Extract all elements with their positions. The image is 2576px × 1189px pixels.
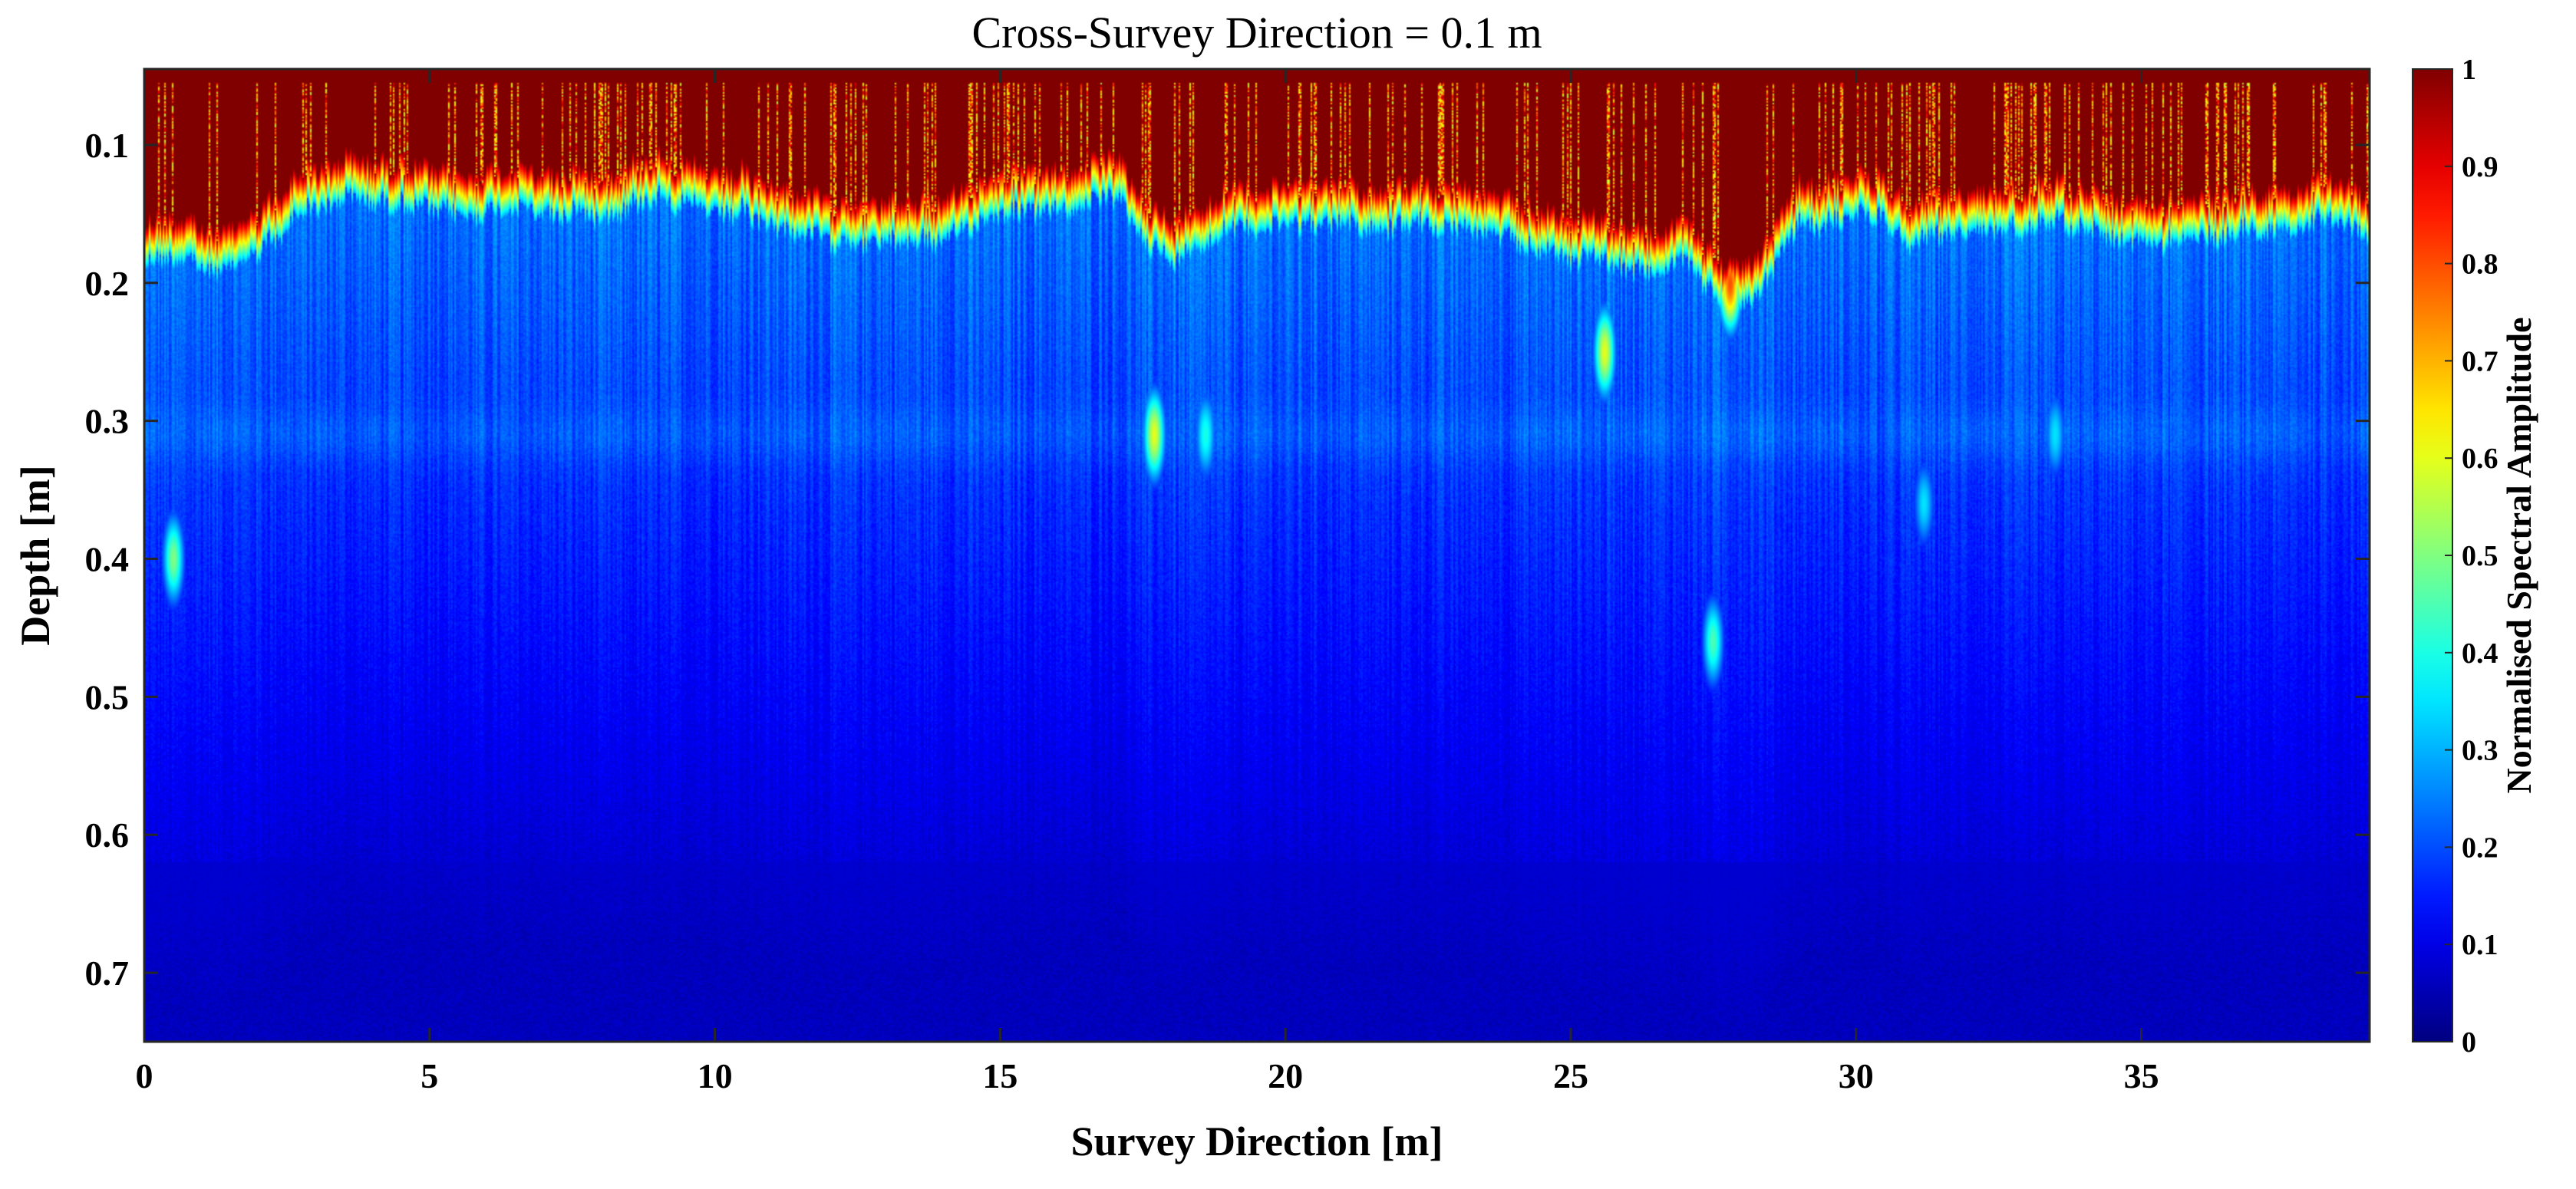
x-tick-label: 25 [1553, 1056, 1588, 1095]
colorbar-tick-label: 0.9 [2462, 151, 2498, 183]
x-axis-label: Survey Direction [m] [1071, 1118, 1443, 1164]
x-tick-label: 20 [1268, 1056, 1303, 1095]
chart-title: Cross-Survey Direction = 0.1 m [971, 8, 1542, 58]
x-tick-label: 15 [982, 1056, 1018, 1095]
colorbar-tick-label: 0.5 [2462, 540, 2498, 572]
colorbar-tick-label: 0.7 [2462, 345, 2498, 377]
colorbar-tick-label: 0 [2462, 1026, 2476, 1059]
y-tick-label: 0.3 [85, 402, 130, 441]
heatmap-canvas [144, 69, 2370, 1042]
colorbar-tick-label: 0.8 [2462, 249, 2498, 281]
colorbar-ticks: 0 0.1 0.2 0.3 0.4 0.5 0.6 0.7 0.8 0.9 1 [2445, 54, 2498, 1059]
x-tick-label: 0 [136, 1056, 153, 1095]
y-tick-label: 0.7 [85, 954, 130, 993]
colorbar-label: Normalised Spectral Amplitude [2499, 318, 2538, 794]
plot-frame [143, 68, 2371, 1043]
plot-area [143, 68, 2371, 1043]
x-axis-ticks: 0 5 10 15 20 25 30 35 [136, 69, 2159, 1095]
y-tick-label: 0.6 [85, 815, 130, 855]
colorbar-tick-label: 0.4 [2462, 637, 2498, 670]
colorbar-tick-label: 0.2 [2462, 832, 2498, 864]
heatmap-image [144, 69, 2370, 1042]
x-tick-label: 5 [421, 1056, 438, 1095]
colorbar-tick-label: 1 [2462, 54, 2476, 86]
colorbar-tick-label: 0.3 [2462, 735, 2498, 767]
y-tick-label: 0.2 [85, 264, 130, 303]
y-tick-label: 0.4 [85, 539, 130, 578]
x-tick-label: 10 [698, 1056, 733, 1095]
y-axis-label: Depth [m] [12, 465, 58, 645]
x-tick-label: 35 [2124, 1056, 2159, 1095]
colorbar: 0 0.1 0.2 0.3 0.4 0.5 0.6 0.7 0.8 0.9 1 Normalised… [2412, 54, 2538, 1059]
colorbar-tick-label: 0.6 [2462, 443, 2498, 475]
y-tick-label: 0.1 [85, 126, 130, 165]
y-tick-label: 0.5 [85, 677, 130, 716]
colorbar-tick-label: 0.1 [2462, 929, 2498, 961]
y-axis-ticks: 0.1 0.2 0.3 0.4 0.5 0.6 0.7 [85, 126, 2370, 993]
x-tick-label: 30 [1839, 1056, 1874, 1095]
